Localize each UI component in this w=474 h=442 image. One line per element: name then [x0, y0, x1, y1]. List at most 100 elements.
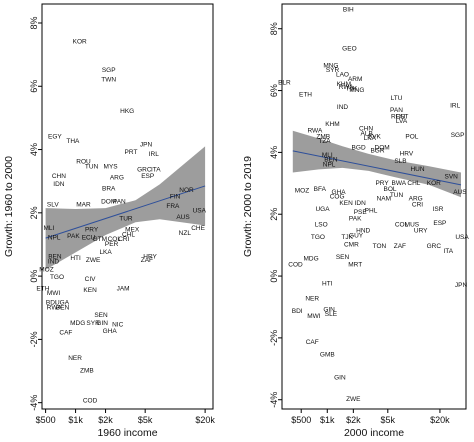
- point-label: PAK: [67, 233, 80, 240]
- point-label: DOM: [101, 198, 116, 205]
- point-label: PSE: [354, 209, 368, 216]
- point-label: GMB: [320, 351, 335, 358]
- point-label: LKA: [99, 249, 112, 256]
- point-label: GIN: [96, 320, 108, 327]
- point-label: KHM: [337, 81, 351, 88]
- y-axis-label: Growth: 1960 to 2000: [3, 156, 15, 257]
- point-label: MDG: [70, 320, 85, 327]
- point-label: HUN: [410, 166, 424, 173]
- point-label: SLE: [325, 311, 338, 318]
- point-label: GHA: [332, 189, 347, 196]
- point-label: JPN: [455, 282, 468, 289]
- y-tick-label: 0%: [29, 270, 39, 283]
- x-tick-label: $20k: [430, 415, 450, 425]
- point-label: TUN: [390, 192, 404, 199]
- point-label: ZMB: [80, 368, 94, 375]
- point-label: UGA: [315, 206, 330, 213]
- point-label: LAO: [336, 72, 349, 79]
- point-label: BOL: [383, 186, 396, 193]
- point-label: ETH: [36, 285, 49, 292]
- point-label: TUR: [119, 216, 133, 223]
- point-label: ROU: [391, 113, 406, 120]
- point-label: SLV: [47, 201, 59, 208]
- point-label: USA: [455, 234, 469, 241]
- point-label: CHL: [407, 180, 420, 187]
- point-label: CAF: [306, 339, 319, 346]
- point-label: MRT: [348, 262, 362, 269]
- point-label: NPL: [323, 161, 336, 168]
- point-label: CRI: [412, 202, 423, 209]
- point-label: BEN: [48, 254, 62, 261]
- point-label: PAK: [349, 215, 362, 222]
- point-label: ZMB: [316, 133, 330, 140]
- point-label: LTU: [391, 95, 403, 102]
- point-label: BDI: [46, 300, 57, 307]
- point-label: BGD: [352, 144, 366, 151]
- y-tick-label: 8%: [29, 16, 39, 29]
- y-tick-label: -2%: [29, 331, 39, 347]
- point-label: RWA: [339, 84, 354, 91]
- confidence-band: [292, 130, 461, 198]
- point-label: FIN: [170, 194, 181, 201]
- point-label: NOR: [179, 187, 194, 194]
- point-label: MLI: [322, 152, 333, 159]
- x-tick-label: $20k: [195, 415, 215, 425]
- y-tick-label: 4%: [29, 143, 39, 156]
- point-label: MDG: [304, 256, 319, 263]
- point-label: MAR: [76, 201, 91, 208]
- point-label: TJK: [346, 86, 358, 93]
- point-label: CHE: [191, 225, 205, 232]
- x-axis-label: 1960 income: [97, 427, 157, 439]
- point-label: COG: [330, 194, 345, 201]
- point-label: MOZ: [295, 188, 309, 195]
- point-label: BDI: [292, 308, 303, 315]
- point-label: THA: [66, 138, 80, 145]
- point-label: BFA: [314, 186, 327, 193]
- point-label: MYS: [104, 163, 119, 170]
- point-label: TON: [373, 243, 387, 250]
- point-label: PRY: [375, 180, 389, 187]
- point-label: KEN: [339, 200, 353, 207]
- point-label: GUY: [349, 232, 364, 239]
- point-label: AUS: [453, 189, 467, 196]
- point-label: ZAF: [141, 257, 153, 264]
- point-label: CHL: [122, 232, 135, 239]
- point-label: SGP: [102, 67, 116, 74]
- point-label: SVK: [368, 133, 382, 140]
- point-label: SGP: [451, 132, 465, 139]
- point-label: MNG: [349, 87, 364, 94]
- x-tick-label: $2k: [98, 415, 113, 425]
- point-label: MNG: [323, 62, 338, 69]
- point-label: LVA: [396, 118, 408, 125]
- point-label: PRT: [125, 149, 138, 156]
- point-label: COL: [108, 236, 122, 243]
- point-label: ARG: [409, 195, 423, 202]
- fit-line: [45, 185, 206, 239]
- point-label: JAM: [117, 285, 130, 292]
- point-label: CRI: [118, 236, 129, 243]
- x-tick-label: $5k: [138, 415, 153, 425]
- point-label: RWA: [47, 304, 62, 311]
- point-label: ALB: [361, 130, 373, 137]
- point-label: ITA: [443, 248, 453, 255]
- point-label: POL: [405, 133, 418, 140]
- y-tick-label: 6%: [269, 84, 279, 97]
- point-label: MWI: [47, 290, 61, 297]
- point-label: IRL: [450, 103, 461, 110]
- point-label: ETH: [299, 92, 312, 99]
- point-label: ESP: [433, 220, 446, 227]
- point-label: HND: [356, 228, 370, 235]
- point-label: NER: [68, 355, 82, 362]
- point-label: PAN: [390, 107, 403, 114]
- point-label: COL: [395, 222, 409, 229]
- point-label: MLI: [43, 225, 54, 232]
- point-label: DOM: [375, 144, 390, 151]
- point-label: KOR: [427, 180, 441, 187]
- x-tick-label: $1k: [68, 415, 83, 425]
- point-label: IND: [48, 258, 60, 265]
- confidence-band: [45, 146, 206, 270]
- point-label: EST: [396, 113, 409, 120]
- y-axis-label: Growth: 2000 to 2019: [242, 156, 254, 257]
